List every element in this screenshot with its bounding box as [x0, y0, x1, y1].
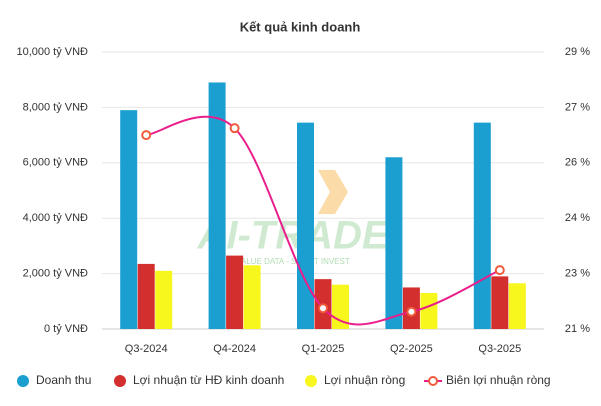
y2-tick-label: 29 %: [565, 46, 590, 58]
y-tick-label: 8,000 tỷ VNĐ: [23, 101, 88, 113]
line-marker: [318, 303, 328, 314]
x-tick-label: Q3-2024: [125, 343, 168, 355]
bar: [137, 263, 155, 329]
y2-tick-label: 26 %: [565, 157, 590, 169]
x-tick-label: Q3-2025: [478, 343, 521, 355]
bar: [155, 270, 173, 329]
y-tick-label: 2,000 tỷ VNĐ: [23, 268, 88, 280]
bar: [508, 283, 526, 329]
legend-swatch: [114, 375, 126, 387]
bar: [120, 110, 138, 329]
bar: [385, 157, 403, 329]
legend-label: Lợi nhuận ròng: [324, 373, 405, 387]
y-tick-label: 0 tỷ VNĐ: [44, 323, 88, 335]
line-marker: [229, 123, 240, 134]
bar: [226, 255, 244, 329]
x-tick-label: Q4-2024: [213, 343, 256, 355]
y-tick-label: 6,000 tỷ VNĐ: [23, 157, 88, 169]
bar: [420, 292, 438, 329]
legend-label: Doanh thu: [36, 373, 91, 387]
line-marker: [141, 130, 152, 141]
watermark-logo: [318, 170, 348, 214]
line: [146, 115, 501, 326]
y2-tick-label: 24 %: [565, 212, 590, 224]
watermark-subtitle: VALUE DATA - SMART INVEST: [236, 257, 350, 266]
legend-label: Lợi nhuận từ HĐ kinh doanh: [133, 373, 284, 387]
y2-tick-label: 23 %: [565, 268, 590, 280]
x-tick-label: Q1-2025: [302, 343, 345, 355]
bar: [208, 82, 226, 329]
legend-swatch: [305, 375, 317, 387]
y2-tick-label: 27 %: [565, 101, 590, 113]
chart-title: Kết quả kinh doanh: [240, 19, 361, 34]
legend-swatch: [17, 375, 29, 387]
line-marker: [494, 265, 505, 276]
watermark: AI-TRADE VALUE DATA - SMART INVEST: [196, 170, 390, 266]
y-tick-label: 4,000 tỷ VNĐ: [23, 212, 88, 224]
bar: [243, 265, 261, 329]
y-tick-label: 10,000 tỷ VNĐ: [16, 46, 88, 58]
y2-tick-label: 21 %: [565, 323, 590, 335]
x-tick-label: Q2-2025: [390, 343, 433, 355]
bar: [473, 122, 491, 329]
watermark-title: AI-TRADE: [196, 214, 389, 258]
line-marker: [406, 306, 417, 317]
bar: [297, 122, 314, 329]
legend-label: Biên lợi nhuận ròng: [446, 373, 551, 387]
legend-swatch: [428, 376, 438, 386]
bar: [491, 276, 509, 329]
